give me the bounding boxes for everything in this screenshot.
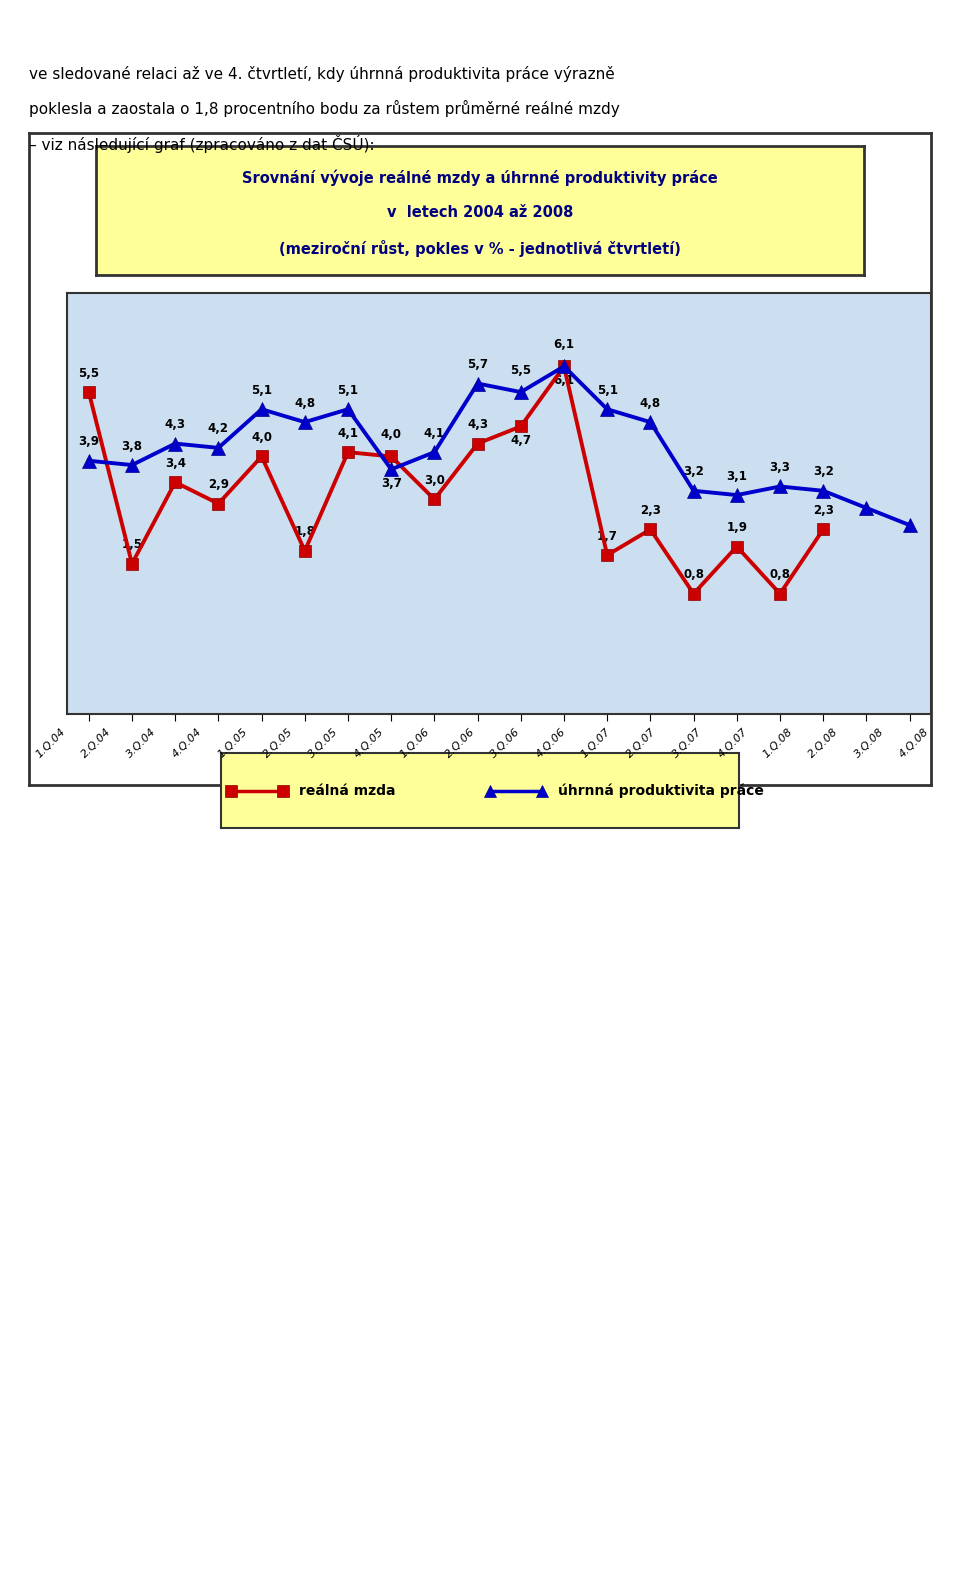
Text: 2.Q.06: 2.Q.06 [444, 726, 476, 759]
Text: 6,1: 6,1 [554, 373, 574, 388]
Text: 3.Q.04: 3.Q.04 [125, 726, 158, 759]
Text: poklesla a zaostala o 1,8 procentního bodu za růstem průměrné reálné mzdy: poklesla a zaostala o 1,8 procentního bo… [29, 100, 619, 118]
Text: 4.Q.06: 4.Q.06 [534, 726, 567, 759]
Text: 4.Q.07: 4.Q.07 [716, 726, 750, 759]
Text: 1.Q.07: 1.Q.07 [580, 726, 612, 759]
Text: 3,0: 3,0 [424, 474, 444, 486]
Text: 3,8: 3,8 [122, 439, 142, 452]
Text: 4,1: 4,1 [338, 427, 358, 439]
Text: 2,3: 2,3 [640, 504, 660, 516]
Text: 3.Q.07: 3.Q.07 [670, 726, 704, 759]
Text: 4,1: 4,1 [424, 427, 444, 439]
Text: – viz následující graf (zpracováno z dat ČSÚ):: – viz následující graf (zpracováno z dat… [29, 135, 374, 152]
Text: 1,7: 1,7 [597, 530, 617, 543]
Text: 2.Q.05: 2.Q.05 [261, 726, 295, 759]
Text: reálná mzda: reálná mzda [299, 784, 396, 797]
Text: v  letech 2004 až 2008: v letech 2004 až 2008 [387, 206, 573, 220]
Text: 5,1: 5,1 [338, 384, 358, 397]
Text: 5,1: 5,1 [252, 384, 272, 397]
Text: 4,7: 4,7 [511, 435, 531, 447]
Text: 3,2: 3,2 [684, 466, 704, 479]
Text: 4,0: 4,0 [252, 431, 272, 444]
Text: 2.Q.08: 2.Q.08 [807, 726, 840, 759]
Text: 1.Q.04: 1.Q.04 [34, 726, 67, 759]
Text: 0,8: 0,8 [684, 568, 704, 581]
Text: Srovnání vývoje reálné mzdy a úhrnné produktivity práce: Srovnání vývoje reálné mzdy a úhrnné pro… [242, 169, 718, 187]
Text: 2.Q.07: 2.Q.07 [625, 726, 659, 759]
Text: 3,4: 3,4 [165, 457, 185, 469]
Text: 1.Q.05: 1.Q.05 [216, 726, 249, 759]
Text: 4,3: 4,3 [468, 417, 488, 431]
Text: 0,8: 0,8 [770, 568, 790, 581]
Text: 1,8: 1,8 [295, 526, 315, 538]
Text: ve sledované relaci až ve 4. čtvrtletí, kdy úhrnná produktivita práce výrazně: ve sledované relaci až ve 4. čtvrtletí, … [29, 66, 614, 82]
Text: 5,7: 5,7 [468, 358, 488, 370]
Text: (meziroční růst, pokles v % - jednotlivá čtvrtletí): (meziroční růst, pokles v % - jednotlivá… [279, 240, 681, 257]
Text: 1,5: 1,5 [122, 538, 142, 551]
Text: 3,7: 3,7 [381, 477, 401, 490]
Text: 4,3: 4,3 [165, 417, 185, 431]
Text: 3.Q.05: 3.Q.05 [306, 726, 340, 759]
Text: 4,8: 4,8 [294, 397, 316, 410]
Text: 5,5: 5,5 [78, 367, 100, 380]
Text: 3,2: 3,2 [813, 466, 833, 479]
Text: 4.Q.08: 4.Q.08 [898, 726, 931, 759]
Text: 3,9: 3,9 [79, 435, 99, 449]
Text: 2,9: 2,9 [208, 479, 228, 491]
Text: 4,0: 4,0 [381, 428, 401, 441]
Text: úhrnná produktivita práce: úhrnná produktivita práce [558, 783, 763, 799]
Text: 3.Q.06: 3.Q.06 [489, 726, 522, 759]
Text: 1.Q.06: 1.Q.06 [397, 726, 431, 759]
Text: 4.Q.05: 4.Q.05 [352, 726, 386, 759]
Text: 3,3: 3,3 [770, 461, 790, 474]
Text: 1,9: 1,9 [727, 521, 747, 533]
Text: 2,3: 2,3 [813, 504, 833, 516]
Text: 3.Q.08: 3.Q.08 [852, 726, 886, 759]
Text: 4.Q.04: 4.Q.04 [170, 726, 204, 759]
Text: 4,8: 4,8 [639, 397, 661, 410]
Text: 5,1: 5,1 [597, 384, 617, 397]
Text: 6,1: 6,1 [554, 337, 574, 351]
Text: 3,1: 3,1 [727, 469, 747, 483]
Text: 4,2: 4,2 [208, 422, 228, 435]
Text: 5,5: 5,5 [510, 364, 532, 377]
Text: 2.Q.04: 2.Q.04 [80, 726, 112, 759]
Text: 1.Q.08: 1.Q.08 [761, 726, 795, 759]
